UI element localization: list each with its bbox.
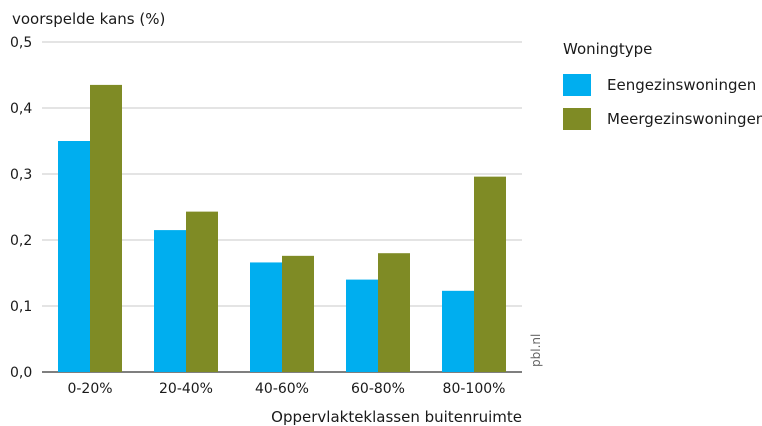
- bars: [58, 84, 506, 373]
- bar-meergezinswoningen: [90, 84, 122, 373]
- legend: Woningtype Eengezinswoningen Meergezinsw…: [563, 40, 762, 140]
- legend-swatch: [563, 108, 591, 130]
- legend-title: Woningtype: [563, 40, 653, 58]
- bar-meergezinswoningen: [282, 255, 314, 372]
- x-tick-label: 0-20%: [67, 381, 112, 397]
- x-tick-label: 60-80%: [351, 381, 405, 397]
- bar-meergezinswoningen: [186, 211, 218, 372]
- bar-eengezinswoningen: [154, 230, 186, 372]
- y-tick-label: 0,4: [10, 101, 32, 117]
- bar-eengezinswoningen: [58, 141, 90, 372]
- x-tick-labels: 0-20% 20-40% 40-60% 60-80% 80-100%: [67, 381, 505, 397]
- source-label: pbl.nl: [529, 334, 543, 367]
- legend-item-eengezinswoningen: Eengezinswoningen: [563, 72, 762, 98]
- bar-meergezinswoningen: [474, 176, 506, 372]
- x-tick-label: 80-100%: [443, 381, 506, 397]
- bar-eengezinswoningen: [346, 279, 378, 372]
- legend-item-meergezinswoningen: Meergezinswoningen: [563, 106, 762, 132]
- legend-label: Meergezinswoningen: [607, 110, 762, 128]
- bar-eengezinswoningen: [442, 290, 474, 372]
- x-axis-label: Oppervlakteklassen buitenruimte: [271, 408, 522, 426]
- legend-label: Eengezinswoningen: [607, 76, 757, 94]
- bar-meergezinswoningen: [378, 253, 410, 372]
- x-tick-label: 40-60%: [255, 381, 309, 397]
- y-tick-label: 0,3: [10, 167, 32, 183]
- y-tick-labels: 0,0 0,1 0,2 0,3 0,4 0,5: [10, 35, 32, 381]
- legend-swatch: [563, 74, 591, 96]
- y-tick-label: 0,2: [10, 233, 32, 249]
- x-tick-label: 20-40%: [159, 381, 213, 397]
- y-axis-label: voorspelde kans (%): [12, 10, 165, 28]
- y-tick-label: 0,0: [10, 365, 32, 381]
- bar-eengezinswoningen: [250, 262, 282, 372]
- y-tick-label: 0,5: [10, 35, 32, 51]
- y-tick-label: 0,1: [10, 299, 32, 315]
